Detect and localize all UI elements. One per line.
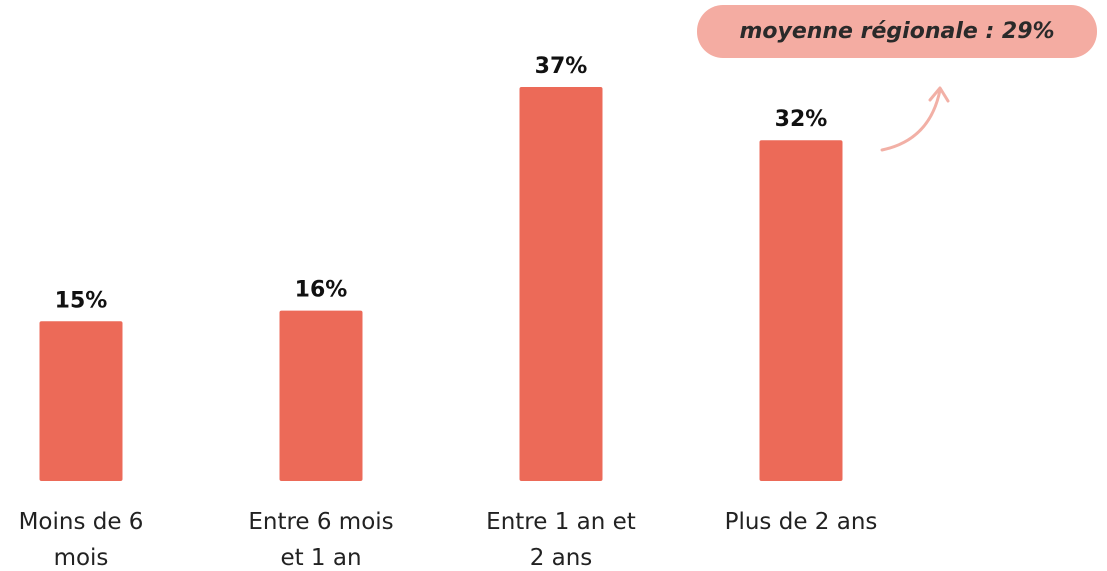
category-label: Entre 6 mois et 1 an [248, 509, 394, 571]
annotation-pill [697, 5, 1097, 58]
arrow-head [928, 86, 950, 103]
bar [759, 140, 843, 482]
bar [519, 87, 603, 481]
bar [279, 310, 363, 481]
arrow [880, 88, 942, 152]
category-label: Plus de 2 ans [724, 509, 878, 535]
value-label: 15% [55, 288, 108, 313]
value-label: 37% [535, 54, 588, 79]
bar [39, 321, 123, 481]
annotation: moyenne régionale : 29% [739, 19, 1054, 44]
value-label: 32% [775, 107, 828, 132]
category-label: Moins de 6 mois [18, 509, 144, 571]
category-label: Entre 1 an et 2 ans [486, 509, 636, 571]
value-label: 16% [295, 278, 348, 303]
